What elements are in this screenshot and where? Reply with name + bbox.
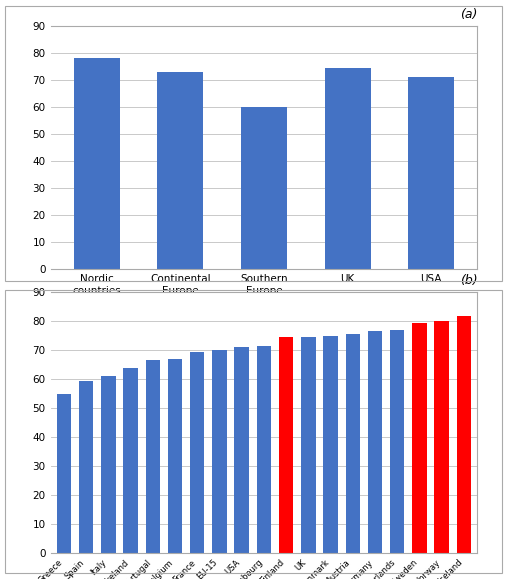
Bar xyxy=(408,78,454,269)
Bar xyxy=(101,376,116,553)
Bar xyxy=(74,58,120,269)
Bar xyxy=(345,335,360,553)
Bar xyxy=(325,68,371,269)
Bar xyxy=(123,368,138,553)
Bar xyxy=(412,323,427,553)
Text: (b): (b) xyxy=(460,274,477,287)
Bar xyxy=(390,330,405,553)
Bar xyxy=(279,337,293,553)
Bar xyxy=(323,336,338,553)
Bar xyxy=(457,316,471,553)
Bar xyxy=(190,351,205,553)
Bar xyxy=(368,331,382,553)
Bar xyxy=(79,381,93,553)
Bar xyxy=(168,359,182,553)
Bar xyxy=(241,107,287,269)
Bar xyxy=(145,360,160,553)
Bar xyxy=(434,321,449,553)
Bar xyxy=(234,347,249,553)
Bar xyxy=(301,337,316,553)
Bar xyxy=(212,350,227,553)
Text: (a): (a) xyxy=(460,8,477,21)
Bar xyxy=(257,346,271,553)
Bar xyxy=(57,394,71,553)
Bar xyxy=(157,72,203,269)
